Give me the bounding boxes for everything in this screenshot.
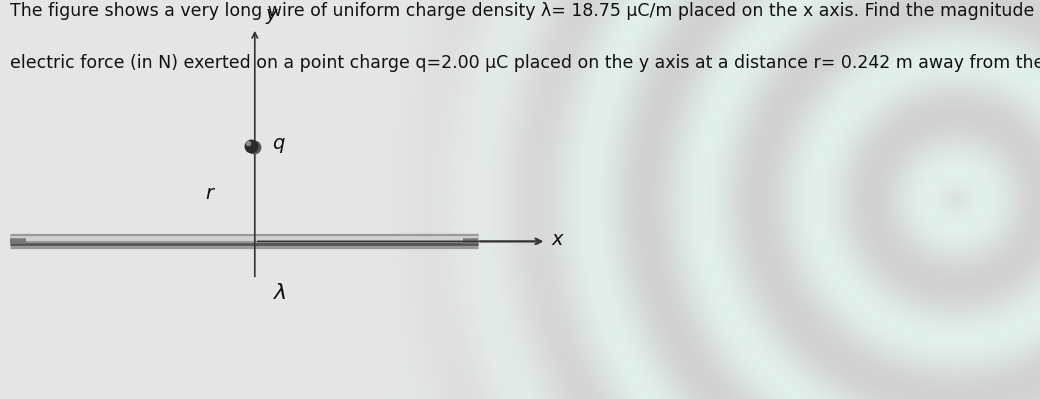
Text: electric force (in N) exerted on a point charge q=2.00 μC placed on the y axis a: electric force (in N) exerted on a point… bbox=[10, 54, 1040, 72]
Text: The figure shows a very long wire of uniform charge density λ= 18.75 μC/m placed: The figure shows a very long wire of uni… bbox=[10, 2, 1040, 20]
Text: y: y bbox=[265, 5, 277, 24]
Text: r: r bbox=[205, 184, 213, 203]
Text: q: q bbox=[272, 134, 285, 153]
Text: λ: λ bbox=[275, 283, 287, 303]
Text: x: x bbox=[551, 230, 563, 249]
